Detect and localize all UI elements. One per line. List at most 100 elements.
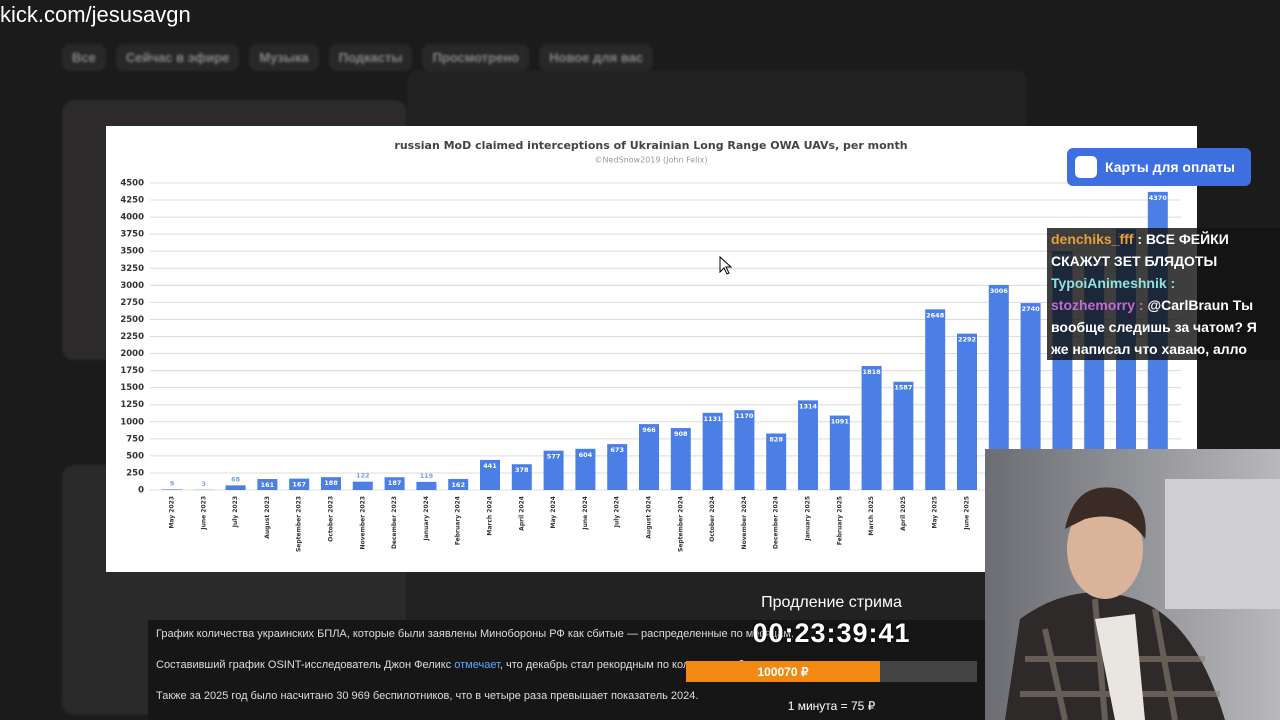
value-label: 3 [202,480,207,488]
chat-text: Ты вообще следишь за чатом? Я же написал… [1051,297,1257,357]
x-tick-label: December 2024 [773,496,780,549]
x-tick-label: January 2025 [805,496,812,542]
x-tick-label: January 2024 [423,496,430,542]
x-tick-label: June 2024 [582,496,589,531]
y-tick-label: 1250 [120,400,144,410]
x-tick-label: April 2024 [518,496,525,531]
x-tick-label: November 2023 [359,496,366,550]
stream-timer: 00:23:39:41 [752,618,911,648]
x-tick-label: July 2023 [232,496,239,528]
bar [480,459,500,490]
x-tick-label: September 2023 [296,496,303,552]
x-tick-label: April 2025 [900,496,907,531]
x-tick-label: February 2024 [455,496,462,545]
x-tick-label: October 2023 [328,496,335,542]
progress-fill: 100070 ₽ [686,661,880,682]
y-tick-label: 3750 [120,230,144,240]
value-label: 828 [769,436,783,444]
chat-message: denchiks_fff : ВСЕ ФЕЙКИ СКАЖУТ ЗЕТ БЛЯД… [1051,228,1276,272]
bar [607,444,628,490]
x-tick-label: July 2024 [614,496,621,528]
value-label: 908 [674,430,688,438]
bar [925,309,946,490]
article-link[interactable]: отмечает [454,659,500,671]
x-tick-label: September 2024 [677,496,684,552]
value-label: 1587 [894,384,912,392]
chat-message: stozhemorry : @CarlBraun Ты вообще следи… [1051,294,1276,360]
webcam [985,449,1280,720]
value-label: 441 [483,462,497,470]
y-tick-label: 1000 [120,417,144,427]
nav-chip[interactable]: Сейчас в эфире [115,44,240,71]
bar [893,381,914,490]
bar [225,485,246,490]
value-label: 2740 [1022,305,1041,313]
value-label: 1170 [735,412,754,420]
value-label: 966 [642,426,656,434]
bar [766,433,787,490]
nav-chip[interactable]: Просмотрено [422,44,530,71]
hair [1065,487,1146,539]
chat-user: TypoiAnimeshnik : [1051,275,1176,291]
value-label: 162 [451,481,465,489]
x-tick-label: June 2023 [200,496,207,531]
y-tick-label: 750 [126,434,144,444]
value-label: 3006 [990,287,1009,295]
bar [352,481,373,490]
chat: denchiks_fff : ВСЕ ФЕЙКИ СКАЖУТ ЗЕТ БЛЯД… [1047,228,1280,360]
value-label: 188 [324,479,338,487]
bar [988,284,1009,490]
article-line: Также за 2025 год было насчитано 30 969 … [156,690,699,702]
y-tick-label: 1500 [120,383,144,393]
x-tick-label: August 2024 [646,496,653,539]
value-label: 604 [579,451,593,459]
y-tick-label: 0 [138,486,144,496]
chat-message: TypoiAnimeshnik : [1051,272,1276,294]
x-tick-label: May 2024 [550,496,557,529]
y-tick-label: 250 [126,468,144,478]
value-label: 4370 [1149,194,1168,202]
nav-chip[interactable]: Все [62,44,106,71]
chart-title: russian MoD claimed interceptions of Ukr… [394,139,907,152]
value-label: 1818 [863,368,882,376]
x-tick-label: November 2024 [741,496,748,550]
bar [257,479,278,490]
value-label: 2648 [926,311,945,319]
bar [798,400,818,490]
payment-button[interactable]: Карты для оплаты [1067,148,1251,186]
value-label: 1131 [704,415,723,423]
card-icon [1075,156,1097,178]
x-tick-label: March 2024 [487,496,494,536]
y-tick-label: 2000 [120,349,144,359]
bar [702,412,723,490]
y-tick-label: 3500 [120,247,144,257]
face [1067,499,1143,599]
y-tick-label: 4250 [120,196,144,206]
value-label: 577 [547,453,561,461]
url: kick.com/jesusavgn [0,2,191,27]
chat-user: stozhemorry : [1051,297,1144,313]
x-tick-label: May 2025 [932,496,939,529]
y-tick-label: 3000 [120,281,144,291]
value-label: 9 [170,479,175,487]
nav-chip[interactable]: Новое для вас [539,44,654,71]
value-label: 167 [292,481,306,489]
chat-text: : ВСЕ ФЕЙКИ СКАЖУТ ЗЕТ БЛЯДОТЫ [1051,231,1229,269]
value-label: 119 [420,472,434,480]
nav-chip[interactable]: Подкасты [328,44,413,71]
value-label: 1314 [799,402,818,410]
bar [543,450,564,490]
article: График количества украинских БПЛА, котор… [148,620,985,720]
bar [321,477,341,490]
value-label: 187 [388,479,402,487]
x-tick-label: August 2023 [264,496,271,539]
tshirt [1095,614,1145,720]
nav-chip[interactable]: Музыка [249,44,319,71]
value-label: 378 [515,466,529,474]
bar [575,448,596,490]
x-tick-label: October 2024 [709,496,716,542]
progress-bar: 100070 ₽ [686,661,977,682]
chat-user: denchiks_fff [1051,231,1134,247]
plot: 0 250 500 750 1000 1250 1500 1750 2000 2250 2500 27… [120,179,1181,552]
plaid [1020,598,1220,720]
